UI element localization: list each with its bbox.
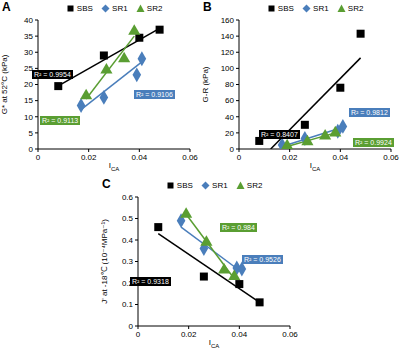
svg-text:0: 0 xyxy=(129,322,134,331)
svg-text:0: 0 xyxy=(36,153,41,162)
svg-text:30: 30 xyxy=(24,48,33,57)
svg-text:0.04: 0.04 xyxy=(232,330,248,339)
svg-text:20: 20 xyxy=(24,80,33,89)
html-text:R² = 0.9106: R² = 0.9106 xyxy=(136,91,173,98)
svg-text:35: 35 xyxy=(24,32,33,41)
svg-text:0.04: 0.04 xyxy=(132,153,148,162)
svg-text:0.5: 0.5 xyxy=(122,214,134,223)
svg-text:0.06: 0.06 xyxy=(383,153,392,162)
html-text:R² = 0.8407: R² = 0.8407 xyxy=(261,131,298,138)
svg-text:160: 160 xyxy=(221,16,235,25)
html-text:B: B xyxy=(203,0,212,14)
svg-text:60: 60 xyxy=(225,96,234,105)
html-text:R² = 0.9812: R² = 0.9812 xyxy=(351,109,388,116)
svg-text:0.06: 0.06 xyxy=(182,153,198,162)
svg-text:J' at -18℃ (10⁻⁴MPa⁻¹): J' at -18℃ (10⁻⁴MPa⁻¹) xyxy=(100,219,109,304)
html-text:R² = 0.984: R² = 0.984 xyxy=(222,224,255,231)
svg-text:140: 140 xyxy=(221,32,235,41)
html-text:ICA: ICA xyxy=(108,161,120,172)
svg-text:G-R (kPa): G-R (kPa) xyxy=(201,66,210,102)
html-text:SR1: SR1 xyxy=(212,181,228,190)
svg-text:40: 40 xyxy=(24,16,33,25)
svg-text:0: 0 xyxy=(230,145,235,154)
svg-text:0.4: 0.4 xyxy=(122,236,134,245)
svg-text:40: 40 xyxy=(225,113,234,122)
svg-text:100: 100 xyxy=(221,64,235,73)
html-text:R² = 0.9113: R² = 0.9113 xyxy=(42,117,79,124)
svg-text:0.06: 0.06 xyxy=(282,330,298,339)
svg-text:20: 20 xyxy=(225,129,234,138)
html-text:SR1: SR1 xyxy=(313,4,329,13)
html-text:ICA: ICA xyxy=(208,338,220,349)
svg-text:0.02: 0.02 xyxy=(181,330,197,339)
svg-text:0.02: 0.02 xyxy=(81,153,97,162)
svg-text:15: 15 xyxy=(24,96,33,105)
svg-text:5: 5 xyxy=(29,129,34,138)
html-text:ICA: ICA xyxy=(309,161,321,172)
html-text:SBS: SBS xyxy=(176,181,193,190)
svg-text:0.3: 0.3 xyxy=(122,257,134,266)
html-text:R² = 0.9954: R² = 0.9954 xyxy=(34,71,71,78)
html-text:SR1: SR1 xyxy=(112,4,128,13)
svg-text:80: 80 xyxy=(225,80,234,89)
svg-text:10: 10 xyxy=(24,113,33,122)
svg-text:0.2: 0.2 xyxy=(121,278,133,288)
html-text:SBS: SBS xyxy=(76,4,93,13)
html-text:R² = 0.9318: R² = 0.9318 xyxy=(132,278,169,285)
svg-text:120: 120 xyxy=(221,48,235,57)
svg-text:0: 0 xyxy=(29,145,34,154)
html-text:SR2: SR2 xyxy=(146,4,163,13)
html-text:SBS: SBS xyxy=(277,4,294,13)
svg-text:0.6: 0.6 xyxy=(122,193,134,202)
html-text:R² = 0.9526: R² = 0.9526 xyxy=(244,256,281,263)
html-text:A: A xyxy=(2,0,11,14)
svg-text:25: 25 xyxy=(24,64,33,74)
svg-text:0: 0 xyxy=(237,153,242,162)
svg-text:G* at 52°C (kPa): G* at 52°C (kPa) xyxy=(8,54,9,114)
svg-text:0.1: 0.1 xyxy=(122,300,134,309)
html-text:R² = 0.9924: R² = 0.9924 xyxy=(355,139,392,146)
svg-text:0.04: 0.04 xyxy=(333,153,349,162)
svg-text:0.02: 0.02 xyxy=(282,153,298,162)
html-text:C: C xyxy=(102,177,111,191)
svg-text:0: 0 xyxy=(136,330,141,339)
html-text:SR2: SR2 xyxy=(246,181,263,190)
html-text:SR2: SR2 xyxy=(347,4,364,13)
